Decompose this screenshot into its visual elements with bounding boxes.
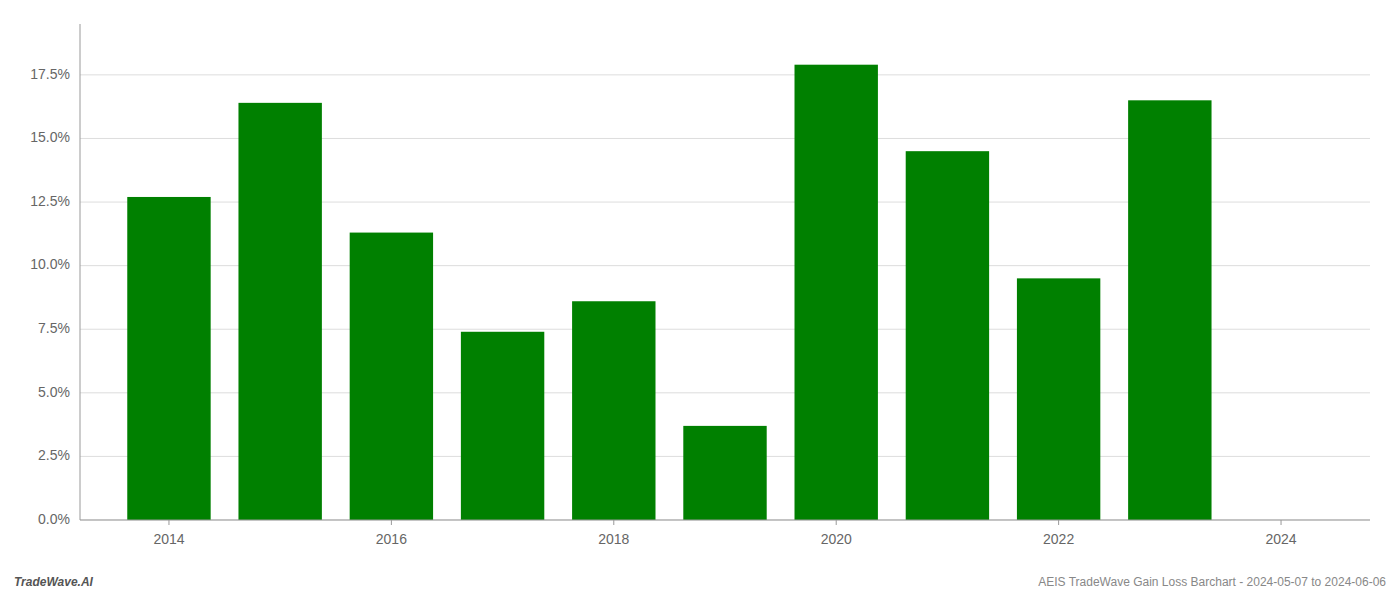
y-tick-label: 2.5%	[38, 447, 70, 463]
x-tick	[168, 520, 169, 525]
x-tick-label: 2016	[376, 531, 407, 547]
x-tick	[1281, 520, 1282, 525]
bar	[572, 301, 655, 520]
y-grid	[80, 75, 1370, 520]
y-axis-line	[80, 24, 81, 520]
bars	[127, 65, 1211, 520]
x-tick-label: 2014	[153, 531, 184, 547]
bar	[1017, 278, 1100, 520]
bar	[1128, 100, 1211, 520]
x-tick	[836, 520, 837, 525]
bar	[350, 233, 433, 520]
bar	[238, 103, 321, 520]
x-tick	[613, 520, 614, 525]
x-tick	[391, 520, 392, 525]
y-tick-label: 7.5%	[38, 320, 70, 336]
x-axis-line	[80, 520, 1370, 521]
x-tick-label: 2020	[821, 531, 852, 547]
chart: 0.0% 2.5% 5.0% 7.5% 10.0% 12.5% 15.0% 17.5% 2014…	[0, 0, 1400, 600]
x-tick-label: 2018	[598, 531, 629, 547]
x-tick-label: 2022	[1043, 531, 1074, 547]
footer-left: TradeWave.AI	[14, 575, 94, 589]
bar	[683, 426, 766, 520]
bar	[461, 332, 544, 520]
y-tick-label: 15.0%	[30, 129, 70, 145]
y-tick-label: 10.0%	[30, 256, 70, 272]
y-tick-label: 12.5%	[30, 193, 70, 209]
x-tick	[1058, 520, 1059, 525]
bar	[127, 197, 210, 520]
bar	[906, 151, 989, 520]
y-tick-label: 17.5%	[30, 66, 70, 82]
footer-right: AEIS TradeWave Gain Loss Barchart - 2024…	[1038, 575, 1386, 589]
x-tick-label: 2024	[1265, 531, 1296, 547]
grid-line	[80, 74, 1370, 75]
x-axis: 2014 2016 2018 2020 2022 2024	[80, 520, 1370, 547]
y-axis: 0.0% 2.5% 5.0% 7.5% 10.0% 12.5% 15.0% 17.5%	[30, 24, 80, 527]
grid-line	[80, 520, 1370, 521]
y-tick-label: 5.0%	[38, 384, 70, 400]
bar	[795, 65, 878, 520]
y-tick-label: 0.0%	[38, 511, 70, 527]
